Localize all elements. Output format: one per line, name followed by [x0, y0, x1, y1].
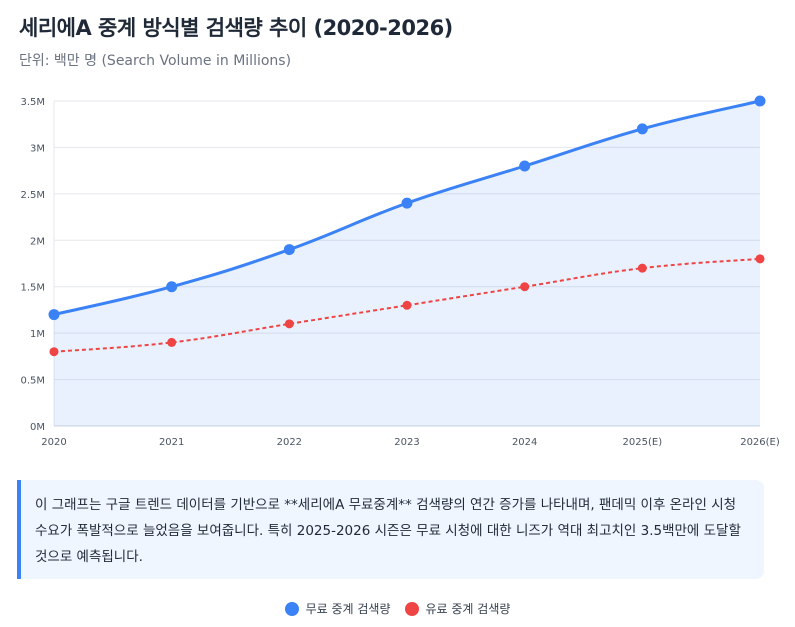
- data-point: [166, 281, 178, 293]
- x-tick-label: 2021: [159, 437, 184, 448]
- series-area: [54, 101, 760, 426]
- y-tick-label: 2M: [30, 236, 45, 247]
- x-tick-label: 2026(E): [740, 437, 780, 448]
- x-tick-label: 2020: [41, 437, 66, 448]
- y-tick-label: 1.5M: [20, 283, 45, 294]
- x-tick-label: 2022: [277, 437, 302, 448]
- data-point: [48, 309, 60, 321]
- legend-label: 무료 중계 검색량: [305, 602, 391, 616]
- data-point: [401, 197, 413, 209]
- y-tick-label: 2.5M: [20, 190, 45, 201]
- data-point: [283, 244, 295, 256]
- legend-item-paid[interactable]: 유료 중계 검색량: [404, 600, 511, 617]
- legend: 무료 중계 검색량 유료 중계 검색량: [0, 600, 795, 617]
- data-point: [402, 300, 412, 310]
- data-point: [636, 123, 648, 135]
- line-chart: 0M 0.5M 1M 1.5M 2M 2.5M 3M 3.5M 2020 2021 2022 2023…: [20, 95, 780, 448]
- data-point: [284, 319, 294, 329]
- chart-title: 세리에A 중계 방식별 검색량 추이 (2020-2026): [19, 16, 453, 40]
- data-point: [49, 347, 59, 357]
- y-tick-label: 3.5M: [20, 97, 45, 108]
- data-point: [167, 337, 177, 347]
- data-point: [519, 160, 531, 172]
- data-point: [755, 254, 765, 264]
- y-tick-label: 0.5M: [20, 376, 45, 387]
- y-tick-label: 3M: [30, 143, 45, 154]
- legend-label: 유료 중계 검색량: [425, 602, 511, 616]
- chart-subtitle: 단위: 백만 명 (Search Volume in Millions): [19, 53, 292, 69]
- data-point: [637, 263, 647, 273]
- x-tick-label: 2023: [394, 437, 419, 448]
- y-tick-label: 0M: [30, 422, 45, 433]
- x-tick-label: 2024: [512, 437, 537, 448]
- legend-dot-icon: [284, 601, 299, 616]
- data-point: [754, 95, 766, 107]
- legend-dot-icon: [404, 601, 419, 616]
- y-tick-label: 1M: [30, 329, 45, 340]
- legend-item-free[interactable]: 무료 중계 검색량: [284, 600, 391, 617]
- description-note: 이 그래프는 구글 트렌드 데이터를 기반으로 **세리에A 무료중계** 검색…: [17, 480, 764, 579]
- x-tick-label: 2025(E): [623, 437, 663, 448]
- data-point: [520, 282, 530, 292]
